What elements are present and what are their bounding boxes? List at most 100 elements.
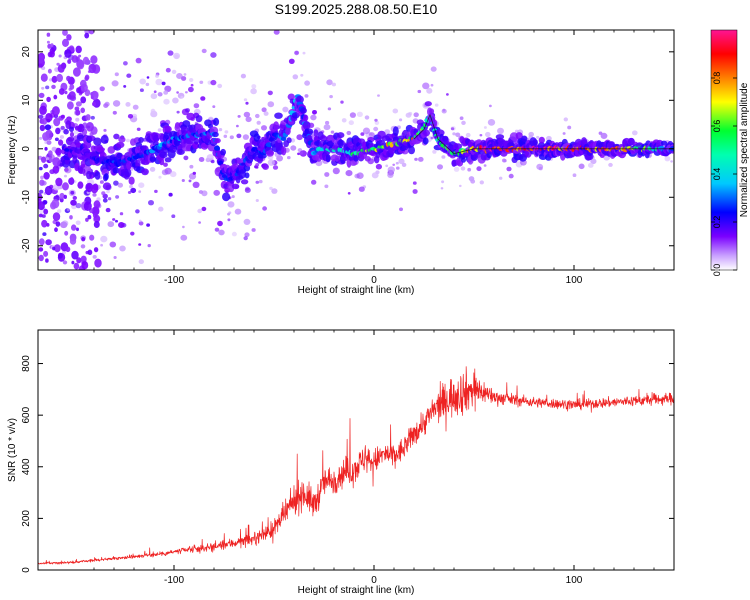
spectrogram-cell bbox=[45, 113, 53, 122]
spectrogram-cell bbox=[193, 137, 199, 145]
spectrogram-cell bbox=[126, 161, 132, 170]
spectrogram-cell bbox=[295, 51, 299, 55]
spectrogram-cell bbox=[157, 92, 163, 97]
spectrogram-cell bbox=[141, 168, 149, 176]
spectrogram-cell bbox=[240, 73, 246, 79]
spectrogram-cell bbox=[44, 124, 52, 131]
spectrogram-cell bbox=[302, 51, 306, 55]
spectrogram-cell bbox=[210, 52, 217, 58]
spectrogram-cell bbox=[155, 78, 163, 86]
spectrogram-cell bbox=[84, 74, 90, 81]
spectrogram-cell bbox=[46, 140, 52, 145]
spectrogram-cell bbox=[81, 237, 86, 242]
spectrogram-cell bbox=[483, 164, 487, 167]
spectrogram-cell bbox=[67, 59, 72, 64]
spectrogram-cell bbox=[81, 261, 89, 270]
spectrogram-cell bbox=[75, 101, 82, 107]
spectrogram-cell bbox=[483, 126, 487, 129]
spectrogram-cell bbox=[75, 117, 80, 122]
spectrogram-cell bbox=[660, 140, 668, 146]
spectrogram-cell bbox=[506, 166, 512, 172]
spectrogram-cell bbox=[130, 187, 137, 194]
spectrogram-cell bbox=[476, 166, 482, 172]
spectrogram-cell bbox=[138, 243, 142, 246]
spectrogram-cell bbox=[43, 172, 50, 180]
spectrogram-cell bbox=[96, 147, 105, 152]
spectrogram-cell bbox=[57, 209, 62, 214]
spectrogram-cell bbox=[296, 95, 304, 104]
spectrogram-cell bbox=[42, 132, 50, 141]
spectrogram-cell bbox=[139, 78, 146, 85]
spectrogram-cell bbox=[255, 180, 260, 184]
spectrogram-cell bbox=[183, 73, 187, 76]
spectrogram-cell bbox=[112, 110, 117, 115]
spectrogram-cell bbox=[136, 127, 141, 131]
spectrogram-cell bbox=[104, 173, 109, 181]
spectrogram-cell bbox=[59, 135, 64, 139]
spectrogram-cell bbox=[130, 231, 135, 236]
spectrogram-cell bbox=[159, 151, 168, 159]
spectrogram-cell bbox=[148, 200, 154, 206]
spectrogram-cell bbox=[75, 45, 82, 54]
spectrogram-cell bbox=[267, 159, 275, 166]
spectrogram-cell bbox=[92, 101, 96, 107]
spectrogram-cell bbox=[479, 134, 483, 137]
spectrogram-cell bbox=[236, 124, 239, 128]
spectrogram-cell bbox=[430, 83, 434, 87]
spectrogram-cell bbox=[71, 250, 79, 260]
spectrogram-cell bbox=[362, 127, 371, 135]
spectrogram-cell bbox=[39, 124, 46, 132]
spectrogram-cell bbox=[41, 86, 45, 90]
snr-xlabel: Height of straight line (km) bbox=[298, 585, 415, 596]
spectrogram-cell bbox=[38, 247, 44, 252]
spectrogram-cell bbox=[431, 119, 438, 128]
spectrogram-cell bbox=[64, 90, 68, 95]
spectrogram-cell bbox=[109, 241, 117, 248]
spectrogram-cell bbox=[69, 215, 73, 220]
snr-marks bbox=[38, 366, 674, 565]
spectrogram-cell bbox=[238, 169, 246, 179]
spectrogram-xtick-label: 0 bbox=[371, 275, 377, 286]
spectrogram-cell bbox=[467, 167, 472, 172]
spectrogram-cell bbox=[254, 113, 260, 119]
spectrogram-cell bbox=[75, 220, 81, 226]
spectrogram-cell bbox=[180, 95, 184, 99]
spectrogram-cell bbox=[80, 244, 86, 249]
spectrogram-cell bbox=[465, 132, 471, 138]
spectrogram-cell bbox=[51, 199, 60, 209]
spectrogram-cell bbox=[56, 62, 60, 66]
spectrogram-cell bbox=[237, 115, 241, 118]
spectrogram-cell bbox=[55, 177, 63, 187]
spectrogram-cell bbox=[440, 187, 444, 190]
spectrogram-cell bbox=[261, 125, 267, 131]
spectrogram-cell bbox=[396, 166, 400, 170]
spectrogram-cell bbox=[62, 260, 68, 265]
spectrogram-cell bbox=[441, 180, 445, 184]
spectrogram-cell bbox=[135, 209, 140, 214]
spectrogram-cell bbox=[418, 156, 424, 162]
spectrogram-cell bbox=[387, 166, 395, 173]
spectrogram-cell bbox=[201, 206, 207, 212]
spectrogram-cell bbox=[273, 30, 280, 35]
spectrogram-cell bbox=[176, 91, 179, 94]
spectrogram-cell bbox=[332, 167, 340, 175]
spectrogram-cell bbox=[231, 195, 235, 199]
spectrogram-cell bbox=[286, 137, 292, 144]
spectrogram-cell bbox=[217, 83, 223, 89]
spectrogram-cell bbox=[515, 132, 523, 140]
spectrogram-cell bbox=[40, 13, 47, 19]
spectrogram-cell bbox=[243, 98, 248, 102]
spectrogram-cell bbox=[65, 120, 72, 130]
spectrogram-cell bbox=[150, 108, 156, 114]
spectrogram-cell bbox=[269, 186, 273, 190]
spectrogram-cell bbox=[446, 93, 449, 96]
spectrogram-cell bbox=[242, 134, 249, 140]
spectrogram-cell bbox=[38, 213, 43, 218]
spectrogram-cell bbox=[163, 162, 168, 167]
spectrogram-cell bbox=[329, 95, 333, 99]
spectrogram-cell bbox=[245, 116, 252, 123]
spectrogram-cell bbox=[364, 115, 370, 120]
spectrogram-cell bbox=[73, 67, 81, 77]
spectrogram-cell bbox=[69, 177, 74, 184]
spectrogram-cell bbox=[176, 73, 183, 79]
